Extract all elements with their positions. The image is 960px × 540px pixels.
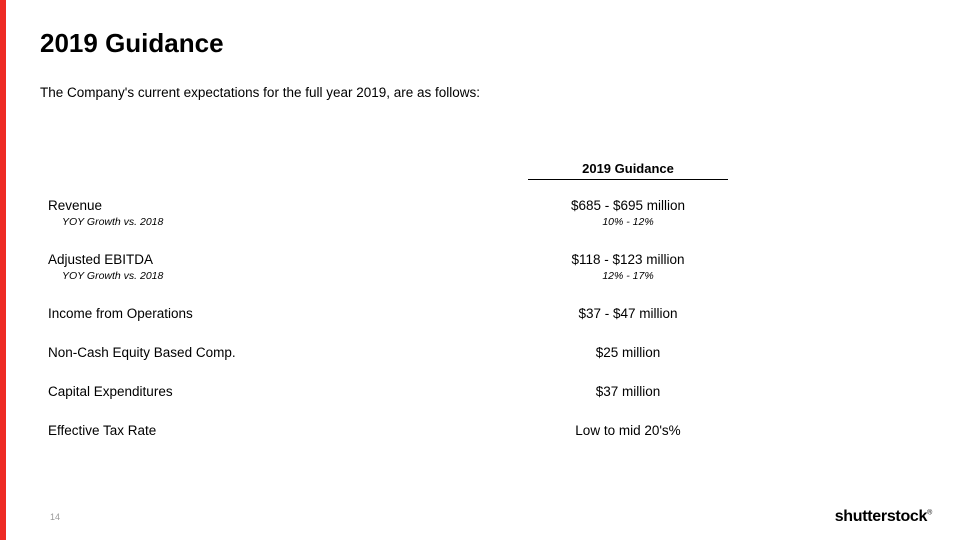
row-label-col: Non-Cash Equity Based Comp. [48,345,528,360]
row-value-col: $685 - $695 million 10% - 12% [528,198,728,228]
row-sublabel: YOY Growth vs. 2018 [48,270,528,282]
row-label: Non-Cash Equity Based Comp. [48,345,528,360]
row-value: $37 million [528,384,728,399]
table-row: Capital Expenditures $37 million [48,384,920,399]
row-sublabel: YOY Growth vs. 2018 [48,216,528,228]
table-row: Effective Tax Rate Low to mid 20's% [48,423,920,438]
table-row: Non-Cash Equity Based Comp. $25 million [48,345,920,360]
row-label: Income from Operations [48,306,528,321]
row-label-col: Capital Expenditures [48,384,528,399]
row-label: Adjusted EBITDA [48,252,528,267]
row-label: Capital Expenditures [48,384,528,399]
table-header-row: 2019 Guidance [48,160,920,180]
page-title: 2019 Guidance [40,28,920,59]
row-subvalue: 12% - 17% [528,270,728,282]
row-value: $118 - $123 million [528,252,728,267]
row-label-col: Revenue YOY Growth vs. 2018 [48,198,528,228]
guidance-table: 2019 Guidance Revenue YOY Growth vs. 201… [40,160,920,438]
row-value: $37 - $47 million [528,306,728,321]
row-value-col: $37 - $47 million [528,306,728,321]
subtitle: The Company's current expectations for t… [40,85,920,100]
row-value-col: $118 - $123 million 12% - 17% [528,252,728,282]
column-header: 2019 Guidance [528,161,728,180]
table-row: Income from Operations $37 - $47 million [48,306,920,321]
table-row: Revenue YOY Growth vs. 2018 $685 - $695 … [48,198,920,228]
page-number: 14 [50,512,60,522]
logo-trademark: ® [927,510,932,517]
label-col-spacer [48,160,528,180]
value-col-header-wrap: 2019 Guidance [528,160,728,180]
row-value-col: $37 million [528,384,728,399]
row-label-col: Adjusted EBITDA YOY Growth vs. 2018 [48,252,528,282]
row-value-col: $25 million [528,345,728,360]
row-value: $685 - $695 million [528,198,728,213]
row-value: Low to mid 20's% [528,423,728,438]
shutterstock-logo: shutterstock® [835,508,932,526]
row-label-col: Effective Tax Rate [48,423,528,438]
row-subvalue: 10% - 12% [528,216,728,228]
row-label: Revenue [48,198,528,213]
row-value-col: Low to mid 20's% [528,423,728,438]
row-label: Effective Tax Rate [48,423,528,438]
slide-content: 2019 Guidance The Company's current expe… [0,0,960,438]
accent-bar [0,0,6,540]
row-value: $25 million [528,345,728,360]
logo-text: shutterstock [835,508,927,525]
table-row: Adjusted EBITDA YOY Growth vs. 2018 $118… [48,252,920,282]
row-label-col: Income from Operations [48,306,528,321]
